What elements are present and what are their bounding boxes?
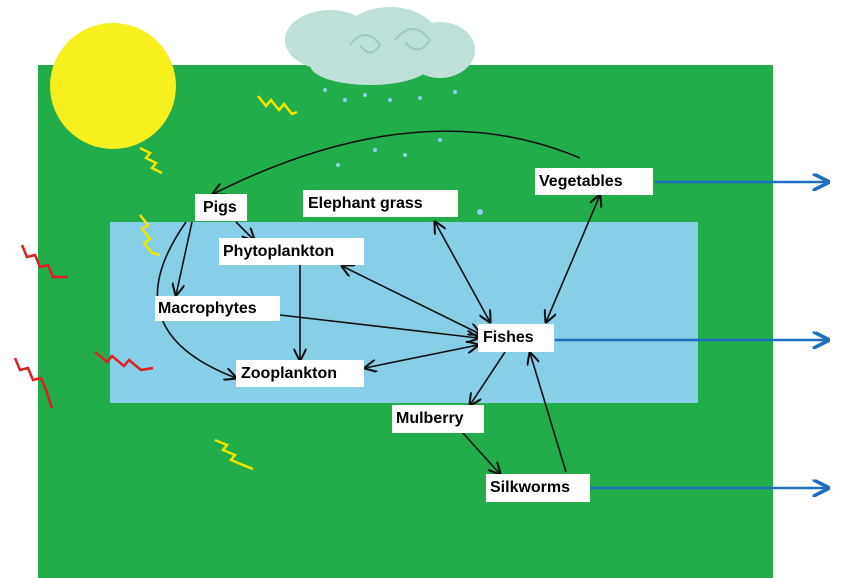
node-label: Silkworms bbox=[490, 479, 570, 496]
node-label: Zooplankton bbox=[241, 365, 337, 382]
node-label: Elephant grass bbox=[308, 195, 423, 212]
diagram: Pigs Phytoplankton Elephant grass Vegeta… bbox=[0, 0, 842, 578]
node-label: Fishes bbox=[483, 329, 534, 346]
node-label: Mulberry bbox=[396, 410, 464, 427]
sun bbox=[50, 23, 176, 149]
node-label: Phytoplankton bbox=[223, 243, 334, 260]
node-label: Pigs bbox=[203, 199, 237, 216]
node-label: Vegetables bbox=[539, 173, 623, 190]
node-label: Macrophytes bbox=[158, 300, 257, 317]
